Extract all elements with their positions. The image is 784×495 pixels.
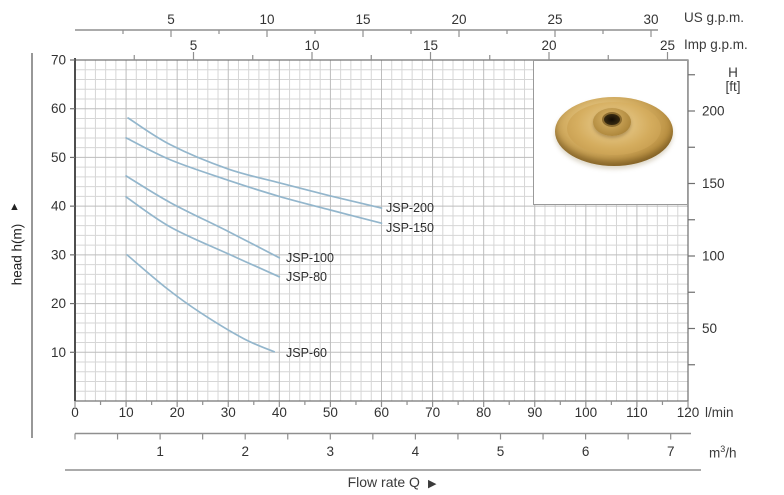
imp-gpm-tick-label: 15 (423, 38, 438, 53)
head-m-tick-label: 50 (51, 150, 66, 165)
head-ft-tick-label: 150 (702, 176, 725, 191)
curve-label-jsp-100: JSP-100 (286, 251, 334, 265)
lmin-tick-label: 100 (575, 405, 598, 420)
us-gpm-tick-label: 20 (451, 12, 466, 27)
curve-jsp-60 (126, 254, 276, 353)
head-m-tick-label: 40 (51, 199, 66, 214)
head-ft-tick-label: 200 (702, 104, 725, 119)
head-ft-tick-label: 100 (702, 249, 725, 264)
us-gpm-unit-label: US g.p.m. (684, 10, 745, 25)
head-m-tick-label: 10 (51, 345, 66, 360)
lmin-tick-label: 10 (119, 405, 134, 420)
m3h-tick-label: 4 (412, 444, 420, 459)
lmin-tick-label: 20 (170, 405, 185, 420)
lmin-tick-label: 90 (527, 405, 542, 420)
head-axis-title: head h(m) (9, 223, 25, 286)
us-gpm-tick-label: 10 (259, 12, 274, 27)
imp-gpm-tick-label: 25 (660, 38, 675, 53)
m3h-tick-label: 7 (667, 444, 675, 459)
lmin-tick-label: 50 (323, 405, 338, 420)
m3h-tick-label: 6 (582, 444, 590, 459)
impeller-bore-hole (602, 112, 622, 127)
curve-jsp-100 (125, 175, 281, 259)
head-m-tick-label: 60 (51, 101, 66, 116)
up-arrow-icon: ▲ (9, 201, 20, 213)
curve-jsp-200 (127, 117, 383, 209)
curve-label-jsp-200: JSP-200 (386, 201, 434, 215)
us-gpm-tick-label: 15 (355, 12, 370, 27)
m3h-unit-label: m3/h (709, 444, 737, 461)
m3h-suffix: /h (725, 445, 737, 461)
us-gpm-tick-label: 25 (547, 12, 562, 27)
flow-rate-text: Flow rate Q (347, 474, 420, 490)
lmin-unit-label: l/min (705, 405, 734, 420)
head-m-tick-label: 20 (51, 296, 66, 311)
m3h-superscript: 3 (720, 444, 726, 454)
head-ft-axis-title: H [ft] (715, 66, 751, 94)
m3h-tick-label: 2 (241, 444, 249, 459)
lmin-tick-label: 110 (626, 405, 648, 420)
right-arrow-icon: ▶ (427, 478, 437, 490)
lmin-tick-label: 70 (425, 405, 440, 420)
m3h-tick-label: 1 (156, 444, 164, 459)
curve-label-jsp-60: JSP-60 (286, 346, 327, 360)
lmin-tick-label: 60 (374, 405, 389, 420)
curve-label-jsp-150: JSP-150 (386, 221, 434, 235)
lmin-tick-label: 40 (272, 405, 287, 420)
m3h-tick-label: 5 (497, 444, 505, 459)
head-m-tick-label: 70 (51, 53, 66, 68)
impeller-photo-inset (533, 60, 688, 205)
lmin-tick-label: 120 (677, 405, 700, 420)
imp-gpm-tick-label: 5 (190, 38, 198, 53)
head-ft-symbol: H (728, 65, 738, 80)
lmin-tick-label: 30 (221, 405, 236, 420)
flow-rate-axis-title: Flow rate Q ▶ (292, 474, 492, 490)
lmin-tick-label: 80 (476, 405, 491, 420)
curve-label-jsp-80: JSP-80 (286, 270, 327, 284)
imp-gpm-unit-label: Imp g.p.m. (684, 37, 748, 52)
us-gpm-tick-label: 5 (167, 12, 175, 27)
curve-jsp-80 (125, 196, 281, 278)
lmin-tick-label: 0 (71, 405, 79, 420)
imp-gpm-tick-label: 20 (541, 38, 556, 53)
us-gpm-tick-label: 30 (643, 12, 658, 27)
imp-gpm-tick-label: 10 (304, 38, 319, 53)
m3h-prefix: m (709, 445, 721, 461)
curve-jsp-150 (125, 137, 383, 225)
head-m-tick-label: 30 (51, 247, 66, 262)
m3h-tick-label: 3 (327, 444, 335, 459)
head-ft-unit: [ft] (725, 79, 741, 94)
head-ft-tick-label: 50 (702, 321, 717, 336)
